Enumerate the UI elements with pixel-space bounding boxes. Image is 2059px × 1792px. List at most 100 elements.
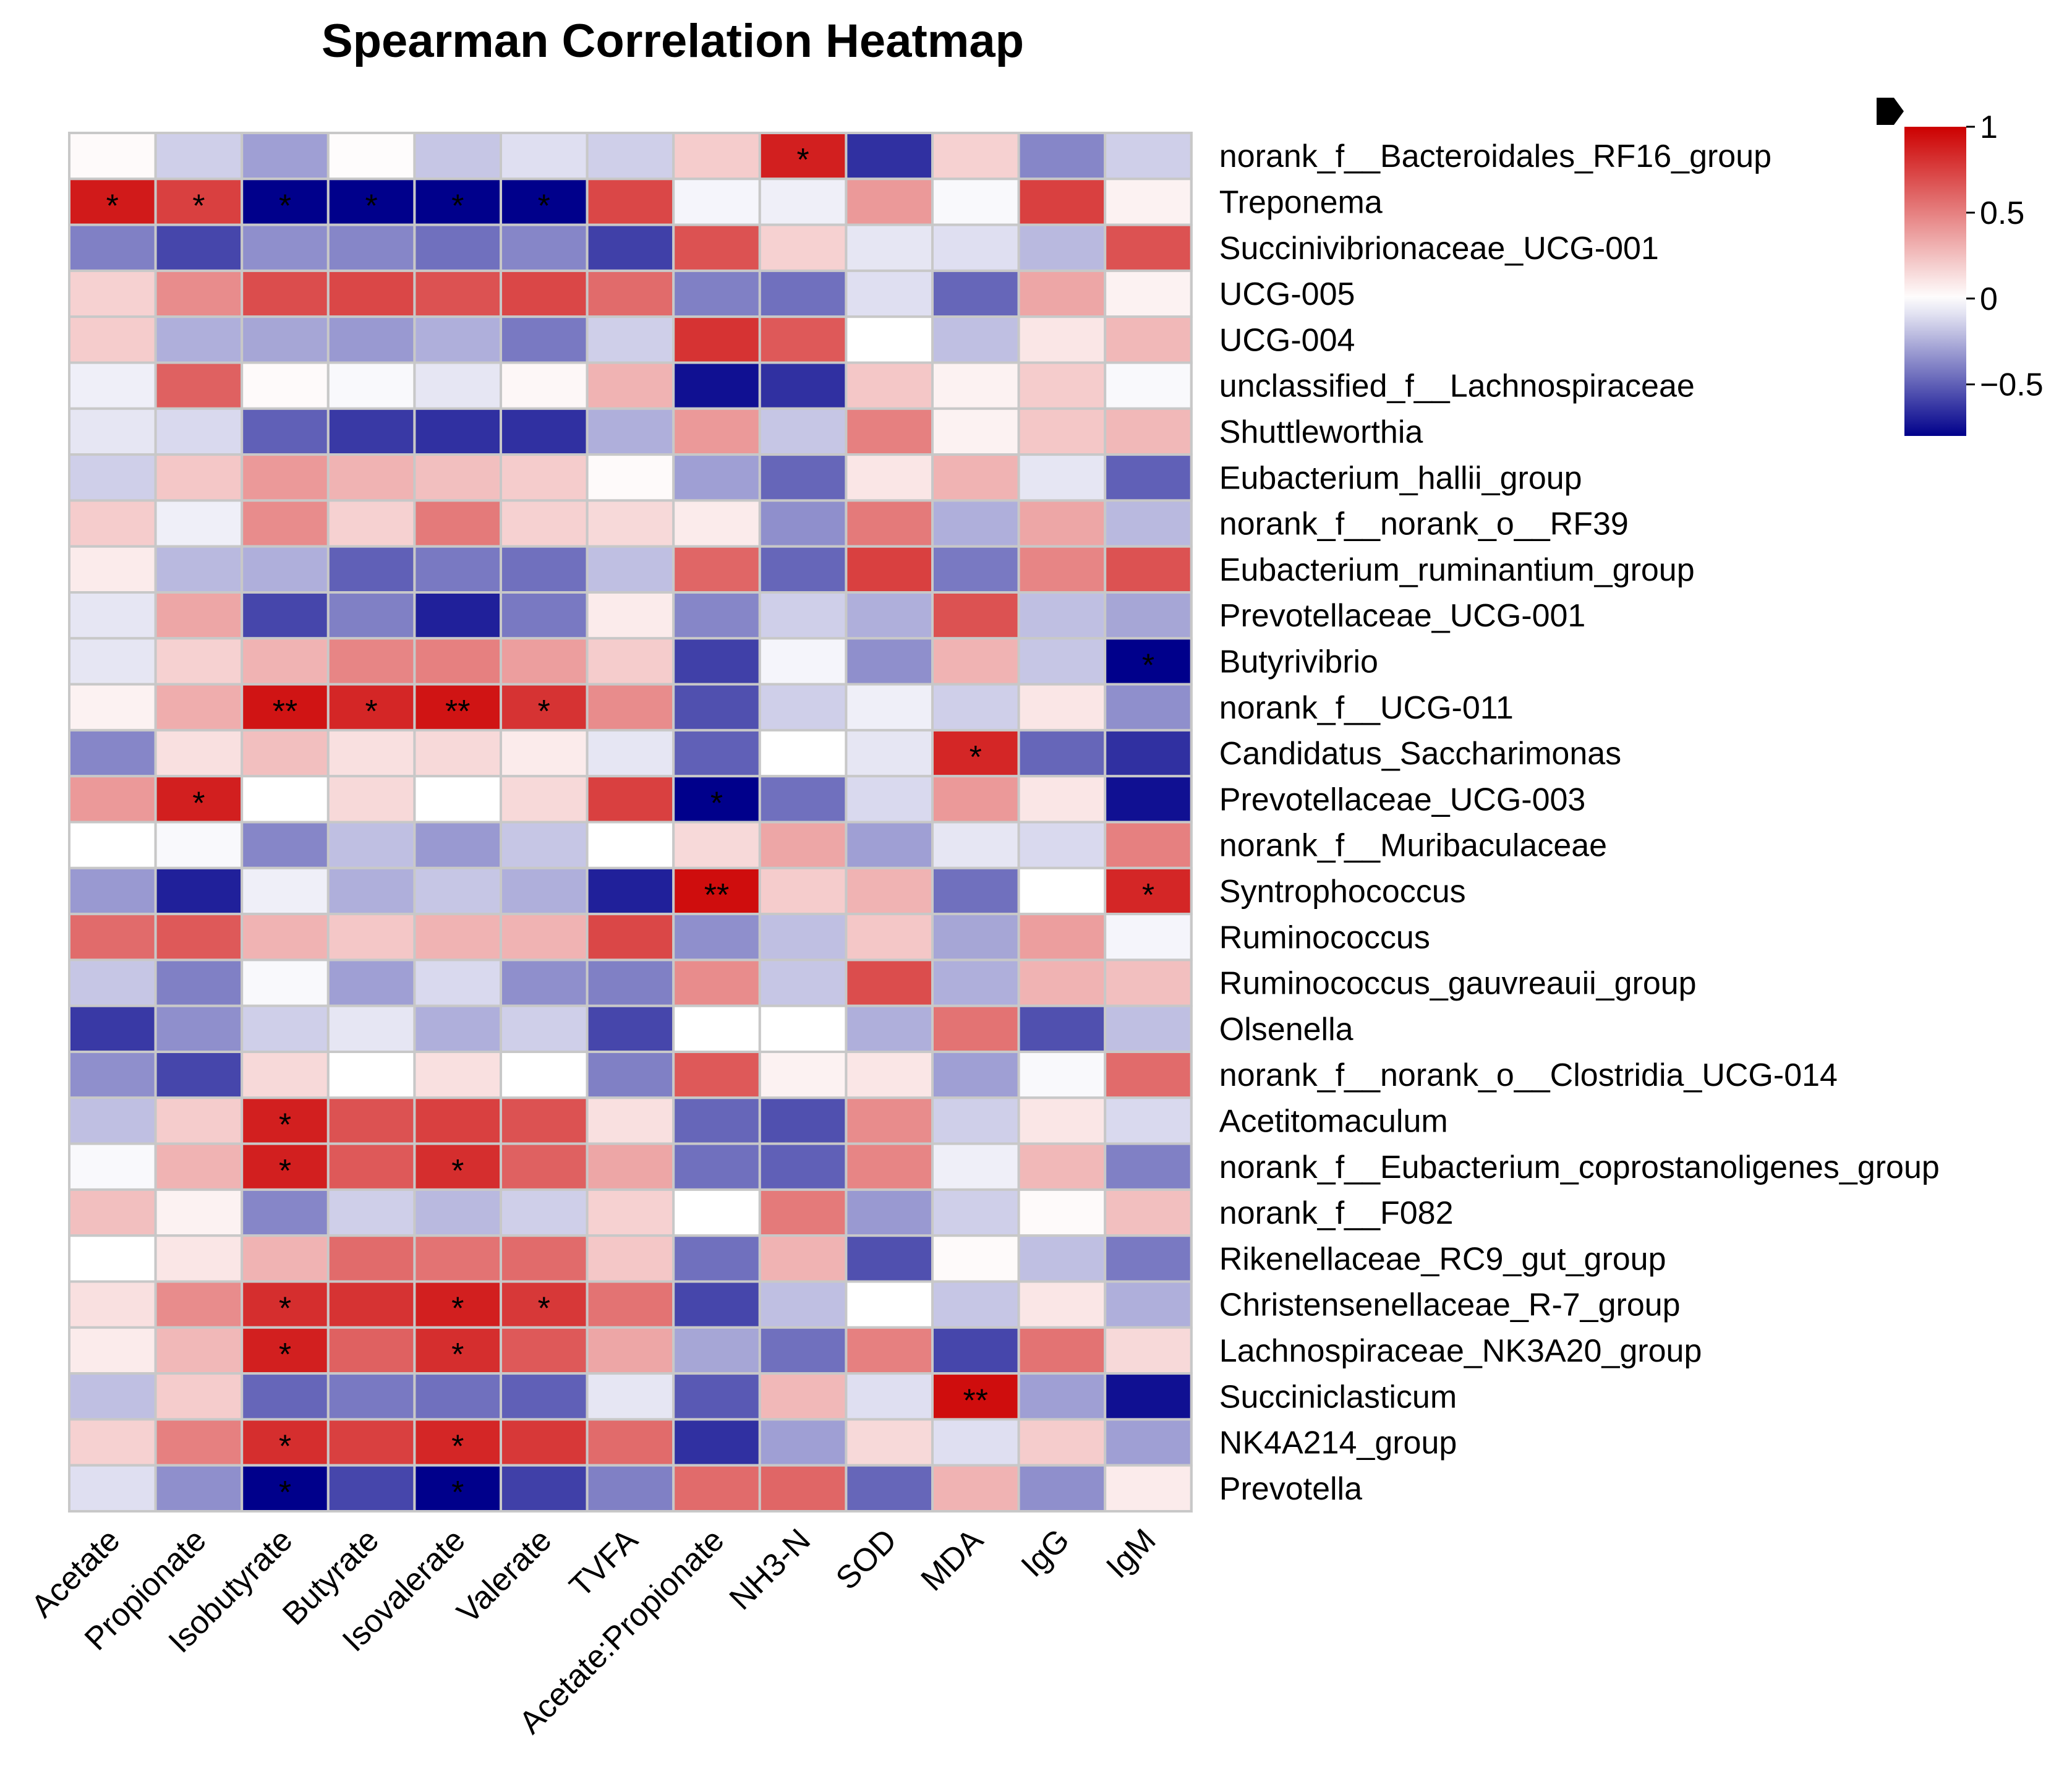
heatmap-cell [586, 269, 675, 318]
heatmap-cell [931, 499, 1020, 548]
heatmap-cell [845, 177, 934, 226]
heatmap-cell [758, 591, 848, 640]
legend-tick-label: 0 [1980, 281, 1998, 317]
row-label: norank_f__F082 [1219, 1195, 1454, 1231]
heatmap-border [68, 132, 1193, 1513]
heatmap-cell [413, 361, 503, 410]
heatmap-cell [1104, 545, 1193, 594]
heatmap-cell [672, 958, 761, 1007]
column-label: IgG [1015, 1522, 1076, 1584]
significance-mark: ** [445, 694, 470, 730]
heatmap-cell [154, 958, 244, 1007]
heatmap-cell [1017, 1096, 1107, 1145]
heatmap-cell [931, 1051, 1020, 1099]
heatmap-cell [845, 1142, 934, 1191]
heatmap-cell [326, 132, 416, 181]
heatmap-cell [413, 821, 503, 869]
heatmap-cell [154, 775, 244, 824]
heatmap-cell [931, 1234, 1020, 1283]
heatmap-cell [1104, 269, 1193, 318]
heatmap-cell [845, 1418, 934, 1467]
heatmap-cell [413, 866, 503, 916]
heatmap-cell [154, 1188, 244, 1237]
heatmap-cell [672, 1464, 761, 1513]
heatmap-cell [413, 1188, 503, 1237]
heatmap-cell [500, 453, 589, 502]
heatmap-cell [1104, 315, 1193, 364]
significance-mark: * [451, 188, 464, 224]
heatmap-cell [672, 499, 761, 548]
heatmap-cell [758, 1418, 848, 1467]
heatmap-cell [500, 1464, 589, 1513]
heatmap-cell [758, 1188, 848, 1237]
heatmap-cell [68, 775, 157, 824]
heatmap-cell [326, 1418, 416, 1467]
heatmap-cell [68, 591, 157, 640]
significance-mark: * [279, 1153, 291, 1189]
significance-mark: * [538, 188, 550, 224]
heatmap-cell [68, 637, 157, 686]
heatmap-cell [68, 913, 157, 962]
row-label: norank_f__UCG-011 [1219, 690, 1514, 726]
row-label: Eubacterium_hallii_group [1219, 460, 1582, 496]
heatmap-cell [326, 545, 416, 594]
heatmap-cell [672, 1280, 761, 1329]
heatmap-cell [672, 361, 761, 410]
heatmap-cell [586, 132, 675, 181]
heatmap-cell [1017, 407, 1107, 456]
heatmap-cell [413, 728, 503, 778]
heatmap-cell [241, 728, 330, 778]
heatmap-cell [1017, 1418, 1107, 1467]
heatmap-cell [758, 1096, 848, 1145]
heatmap-cell [931, 545, 1020, 594]
heatmap-cell [1017, 499, 1107, 548]
heatmap-cell [154, 1464, 244, 1513]
row-label: Olsenella [1219, 1012, 1353, 1047]
heatmap-cell [1017, 545, 1107, 594]
heatmap-cell [845, 545, 934, 594]
heatmap-cell [758, 1051, 848, 1099]
heatmap-cell [672, 1142, 761, 1191]
heatmap-cell [931, 453, 1020, 502]
heatmap-cell [672, 132, 761, 181]
heatmap-cell [586, 775, 675, 824]
heatmap-cell [500, 1372, 589, 1421]
column-label: IgM [1099, 1522, 1162, 1585]
heatmap-cell [68, 1372, 157, 1421]
heatmap-cell [672, 683, 761, 732]
heatmap-cell [1017, 1051, 1107, 1099]
heatmap-cell [413, 637, 503, 686]
heatmap-cell [845, 728, 934, 778]
heatmap-cell [931, 775, 1020, 824]
significance-mark: * [279, 1475, 291, 1511]
heatmap-cell [241, 407, 330, 456]
heatmap-cell [672, 223, 761, 272]
heatmap-cell [241, 1004, 330, 1053]
heatmap-cell [931, 223, 1020, 272]
row-label: Prevotellaceae_UCG-001 [1219, 598, 1586, 634]
heatmap-cell [758, 683, 848, 732]
significance-mark: * [451, 1337, 464, 1373]
heatmap-cell [931, 361, 1020, 410]
heatmap-cell [672, 591, 761, 640]
heatmap-cell [586, 1280, 675, 1329]
heatmap-cell [1104, 1234, 1193, 1283]
row-label: Shuttleworthia [1219, 414, 1423, 450]
heatmap-cell [931, 407, 1020, 456]
heatmap-cell [586, 637, 675, 686]
heatmap-cell [586, 1234, 675, 1283]
significance-mark: * [192, 188, 205, 224]
heatmap-cell [931, 821, 1020, 869]
heatmap-cell [68, 407, 157, 456]
heatmap-cell [326, 361, 416, 410]
significance-mark: * [538, 1291, 550, 1327]
heatmap-cell [758, 728, 848, 778]
heatmap-cell [68, 545, 157, 594]
heatmap-cell [672, 177, 761, 226]
row-label: norank_f__norank_o__Clostridia_UCG-014 [1219, 1057, 1838, 1093]
heatmap-cell [1104, 913, 1193, 962]
heatmap-cell [68, 1234, 157, 1283]
heatmap-cell [758, 315, 848, 364]
significance-mark: * [106, 188, 119, 224]
